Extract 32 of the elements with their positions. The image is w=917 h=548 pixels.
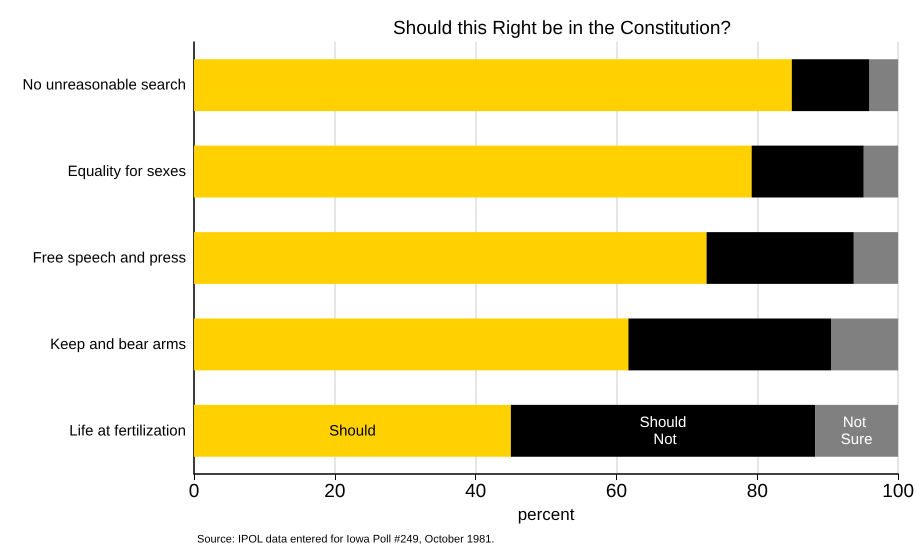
chart-title: Should this Right be in the Constitution? — [393, 18, 731, 39]
bar — [194, 146, 752, 198]
bar — [752, 146, 864, 198]
x-tick-label: 80 — [746, 481, 768, 502]
bar — [831, 318, 898, 370]
y-tick-label: Equality for sexes — [68, 163, 186, 180]
x-axis-title: percent — [518, 504, 575, 524]
series-label: Should — [329, 422, 376, 440]
bar — [194, 232, 707, 284]
source-note: Source: IPOL data entered for Iowa Poll #249, October 1981. — [197, 534, 494, 546]
y-tick-label: Life at fertilization — [69, 422, 186, 440]
bar — [194, 404, 511, 457]
bar — [706, 232, 854, 284]
y-tick-label: No unreasonable search — [22, 76, 186, 94]
x-tick-label: 60 — [606, 481, 628, 502]
series-label: Should Not — [640, 414, 686, 448]
x-tick-label: 20 — [324, 481, 346, 502]
bar — [628, 318, 832, 370]
bar — [510, 404, 816, 457]
series-label: Not Sure — [840, 414, 872, 448]
bar — [194, 318, 628, 370]
bar — [854, 232, 898, 284]
bar — [869, 59, 898, 112]
y-tick-label: Free speech and press — [32, 250, 186, 266]
bar — [815, 404, 898, 457]
x-tick-label: 100 — [882, 481, 914, 502]
y-tick-label: Keep and bear arms — [50, 336, 186, 353]
bar — [864, 146, 898, 198]
bar — [194, 59, 792, 112]
x-tick-label: 0 — [188, 481, 200, 502]
bar — [792, 59, 870, 112]
x-tick-label: 40 — [465, 481, 486, 502]
